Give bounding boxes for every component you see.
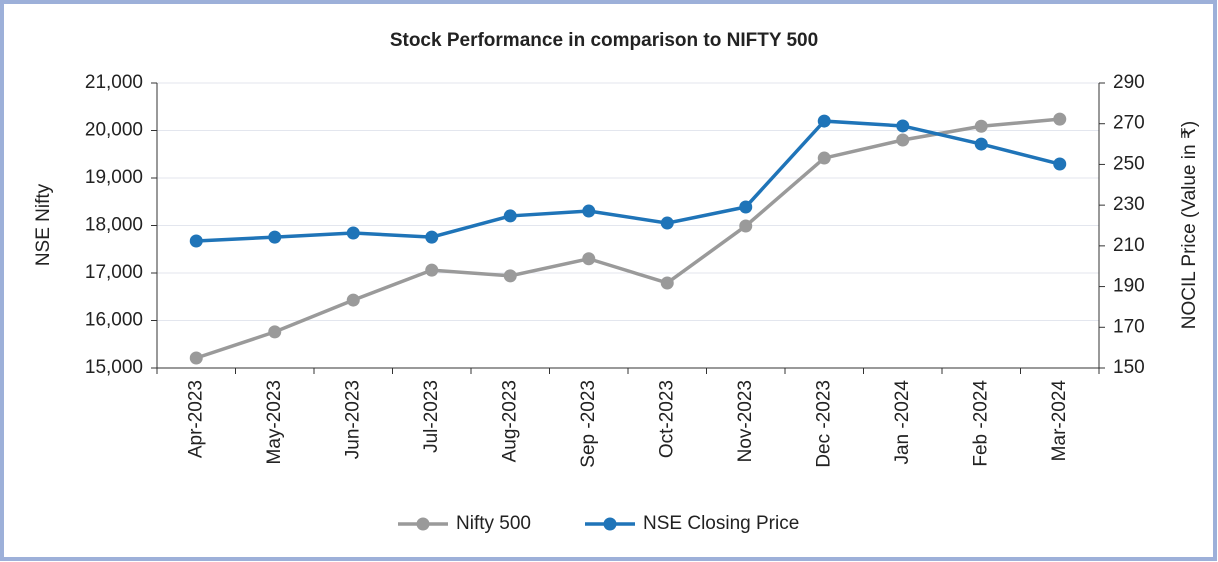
marker (503, 269, 517, 283)
y2-tick-label: 170 (1113, 316, 1145, 337)
y-tick-label: 18,000 (85, 215, 143, 236)
marker (582, 204, 596, 218)
series-line (196, 119, 1061, 243)
x-tick-label: Jan -2024 (892, 380, 913, 465)
marker (739, 200, 753, 214)
marker (582, 252, 596, 266)
marker (189, 351, 203, 365)
marker (503, 209, 517, 223)
x-tick-label: Jul-2023 (421, 380, 442, 453)
marker (189, 234, 203, 248)
x-tick-label: Feb -2024 (970, 380, 991, 467)
x-tick-label: Sep -2023 (578, 380, 599, 468)
x-tick-label: Jun-2023 (342, 380, 363, 459)
marker (974, 137, 988, 151)
marker (268, 325, 282, 339)
marker (974, 119, 988, 133)
y-tick-label: 17,000 (85, 262, 143, 283)
series-line (195, 117, 1060, 360)
marker (425, 230, 439, 244)
y2-tick-label: 150 (1113, 357, 1145, 378)
marker (1053, 157, 1067, 171)
y-tick-label: 16,000 (85, 310, 143, 331)
y2-tick-label: 270 (1113, 113, 1145, 134)
x-tick-label: Dec -2023 (813, 380, 834, 468)
marker (896, 119, 910, 133)
marker (268, 230, 282, 244)
y2-tick-label: 190 (1113, 276, 1145, 297)
y2-axis-title: NOCIL Price (Value in ₹) (1179, 121, 1200, 329)
marker (817, 151, 831, 165)
chart-title: Stock Performance in comparison to NIFTY… (390, 30, 818, 51)
y2-tick-label: 250 (1113, 153, 1145, 174)
x-tick-label: May-2023 (264, 380, 285, 465)
marker (346, 293, 360, 307)
marker (739, 219, 753, 233)
legend-label: NSE Closing Price (643, 513, 799, 534)
y-tick-label: 15,000 (85, 357, 143, 378)
marker (1053, 112, 1067, 126)
marker (817, 114, 831, 128)
legend-label: Nifty 500 (456, 513, 531, 534)
y-tick-label: 21,000 (85, 72, 143, 93)
y-tick-label: 19,000 (85, 167, 143, 188)
y2-tick-label: 290 (1113, 72, 1145, 93)
marker (425, 263, 439, 277)
x-tick-label: Oct-2023 (656, 380, 677, 458)
x-tick-label: Nov-2023 (735, 380, 756, 462)
marker (896, 133, 910, 147)
y2-tick-label: 230 (1113, 194, 1145, 215)
y-axis-title: NSE Nifty (33, 183, 54, 266)
y2-tick-label: 210 (1113, 235, 1145, 256)
marker (660, 216, 674, 230)
x-tick-label: Apr-2023 (185, 380, 206, 458)
marker (346, 226, 360, 240)
legend-marker (416, 517, 430, 531)
marker (660, 276, 674, 290)
x-tick-label: Aug-2023 (499, 380, 520, 462)
x-tick-label: Mar-2024 (1049, 380, 1070, 462)
legend-marker (603, 517, 617, 531)
y-tick-label: 20,000 (85, 120, 143, 141)
